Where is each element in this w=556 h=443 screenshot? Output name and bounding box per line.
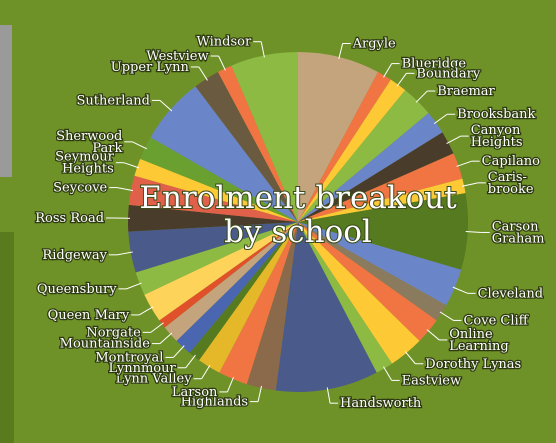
- slice-label: Westview: [146, 49, 208, 64]
- slice-label: Montroyal: [95, 350, 163, 365]
- slice-label: Eastview: [402, 373, 461, 388]
- chart: ArgyleBlueridgeBoundaryBraemarBrooksbank…: [0, 0, 556, 443]
- slice-label: Ross Road: [35, 211, 104, 226]
- slice-label: Sutherland: [77, 93, 150, 108]
- slice-label: Capilano: [482, 154, 540, 169]
- slice-label: Queen Mary: [48, 308, 130, 323]
- page: ArgyleBlueridgeBoundaryBraemarBrooksbank…: [0, 0, 556, 443]
- slice-label: Ridgeway: [42, 248, 107, 263]
- slice-label: Seycove: [53, 181, 107, 196]
- slice-label: CanyonHeights: [471, 123, 523, 150]
- slice-label: Argyle: [352, 36, 396, 51]
- photo-strip: [0, 25, 12, 177]
- slice-label: Cleveland: [478, 286, 543, 301]
- slice-label: Larson: [172, 385, 218, 400]
- slice-label: Windsor: [197, 35, 252, 50]
- slice-label: Braemar: [437, 84, 495, 99]
- slice-label: Norgate: [86, 325, 141, 340]
- slice-label: Brooksbank: [457, 107, 535, 122]
- side-panel: [0, 232, 14, 443]
- slice-label: Boundary: [416, 66, 480, 81]
- slice-label: Handsworth: [340, 396, 422, 411]
- slice-label: Dorothy Lynas: [425, 357, 521, 372]
- slice-label: Queensbury: [37, 282, 117, 297]
